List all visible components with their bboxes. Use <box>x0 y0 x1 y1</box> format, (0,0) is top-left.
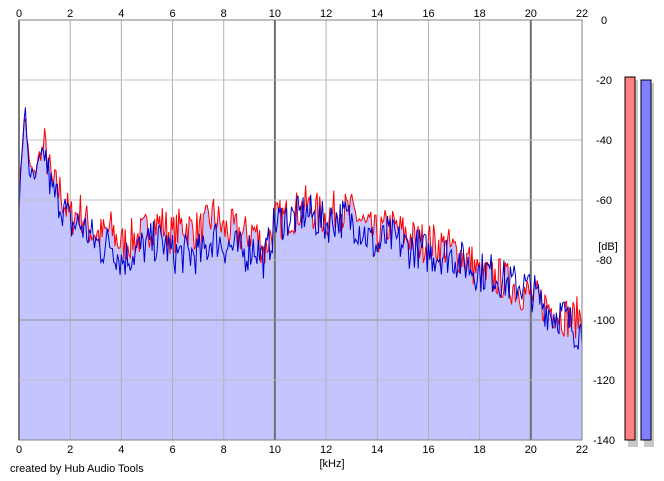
footer-credit: created by Hub Audio Tools <box>10 463 144 475</box>
y-tick-label: -80 <box>596 255 612 267</box>
x-tick-label: 14 <box>371 444 383 456</box>
x-tick-label: 8 <box>221 444 227 456</box>
series-line <box>18 107 583 350</box>
spectrum-fill <box>19 118 582 441</box>
x-tick-label: 16 <box>422 8 434 20</box>
x-tick-label: 8 <box>221 8 227 20</box>
x-tick-label: 16 <box>422 444 434 456</box>
x-tick-labels-bottom: 0 2 4 6 8 10 12 14 16 18 20 22 <box>16 444 588 456</box>
x-axis-label: [kHz] <box>319 458 344 470</box>
y-tick-label: -60 <box>596 195 612 207</box>
x-tick-label: 18 <box>474 444 486 456</box>
level-meter-bar <box>640 79 652 441</box>
x-tick-label: 2 <box>67 444 73 456</box>
x-tick-label: 12 <box>320 8 332 20</box>
y-tick-label: -20 <box>596 75 612 87</box>
x-tick-label: 20 <box>525 8 537 20</box>
x-tick-labels-top: 0 2 4 6 8 10 12 14 16 18 20 22 <box>16 8 588 20</box>
x-tick-label: 18 <box>474 8 486 20</box>
x-tick-label: 22 <box>576 444 588 456</box>
x-tick-label: 12 <box>320 444 332 456</box>
x-tick-label: 6 <box>169 444 175 456</box>
x-tick-label: 20 <box>525 444 537 456</box>
x-tick-label: 14 <box>371 8 383 20</box>
x-tick-label: 10 <box>269 444 281 456</box>
x-tick-label: 4 <box>118 8 124 20</box>
plot-frame <box>18 19 583 441</box>
y-tick-label: -100 <box>593 315 615 327</box>
y-tick-label: -120 <box>593 375 615 387</box>
y-tick-labels: 0 -20 -40 -60 -80 -100 -120 -140 <box>593 15 615 447</box>
level-meter-bar <box>624 76 636 441</box>
spectrum-fill-area <box>19 118 582 441</box>
y-tick-label: 0 <box>601 15 607 27</box>
grid-lines <box>18 19 583 441</box>
x-tick-label: 4 <box>118 444 124 456</box>
x-tick-label: 0 <box>16 444 22 456</box>
x-tick-label: 22 <box>576 8 588 20</box>
y-tick-label: -140 <box>593 435 615 447</box>
x-tick-label: 6 <box>169 8 175 20</box>
x-tick-label: 10 <box>269 8 281 20</box>
x-tick-label: 0 <box>16 8 22 20</box>
level-meters <box>624 76 654 447</box>
x-tick-label: 2 <box>67 8 73 20</box>
series-lines <box>18 107 583 350</box>
y-tick-label: -40 <box>596 135 612 147</box>
y-axis-label: [dB] <box>598 241 618 253</box>
